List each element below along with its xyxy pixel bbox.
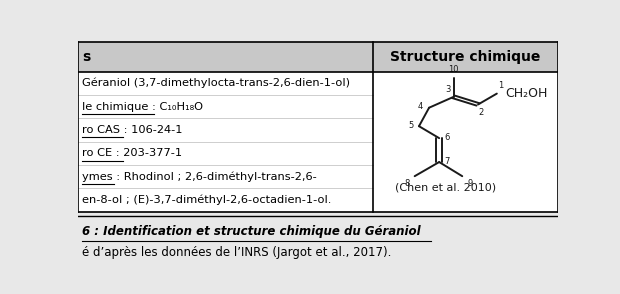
Text: 8: 8 [404, 179, 410, 188]
Text: 3: 3 [445, 85, 451, 94]
Text: (Chen et al. 2010): (Chen et al. 2010) [396, 182, 497, 192]
Text: Structure chimique: Structure chimique [391, 50, 541, 64]
Text: ymes : Rhodinol ; 2,6-diméthyl-trans-2,6-: ymes : Rhodinol ; 2,6-diméthyl-trans-2,6… [82, 171, 317, 182]
Text: 10: 10 [448, 65, 459, 74]
Text: 4: 4 [418, 102, 423, 111]
Text: 5: 5 [408, 121, 413, 130]
Text: en-8-ol ; (E)-3,7-diméthyl-2,6-octadien-1-ol.: en-8-ol ; (E)-3,7-diméthyl-2,6-octadien-… [82, 195, 332, 206]
Text: 6: 6 [444, 133, 449, 142]
Text: ro CE : 203-377-1: ro CE : 203-377-1 [82, 148, 182, 158]
Text: ro CAS : 106-24-1: ro CAS : 106-24-1 [82, 125, 183, 135]
Bar [78, 42, 558, 212]
Text: 2: 2 [479, 108, 484, 117]
Bar [78, 42, 558, 71]
Text: le chimique : C₁₀H₁₈O: le chimique : C₁₀H₁₈O [82, 102, 203, 112]
Text: é d’après les données de l’INRS (Jargot et al., 2017).: é d’après les données de l’INRS (Jargot … [82, 246, 392, 259]
Text: 9: 9 [467, 179, 472, 188]
Text: CH₂OH: CH₂OH [505, 87, 548, 100]
Text: Géraniol (3,7-dimethylocta-trans-2,6-dien-1-ol): Géraniol (3,7-dimethylocta-trans-2,6-die… [82, 78, 350, 88]
Text: s: s [82, 50, 91, 64]
Text: 1: 1 [498, 81, 503, 90]
Text: 6 : Identification et structure chimique du Géraniol: 6 : Identification et structure chimique… [82, 225, 421, 238]
Text: 7: 7 [444, 157, 449, 166]
